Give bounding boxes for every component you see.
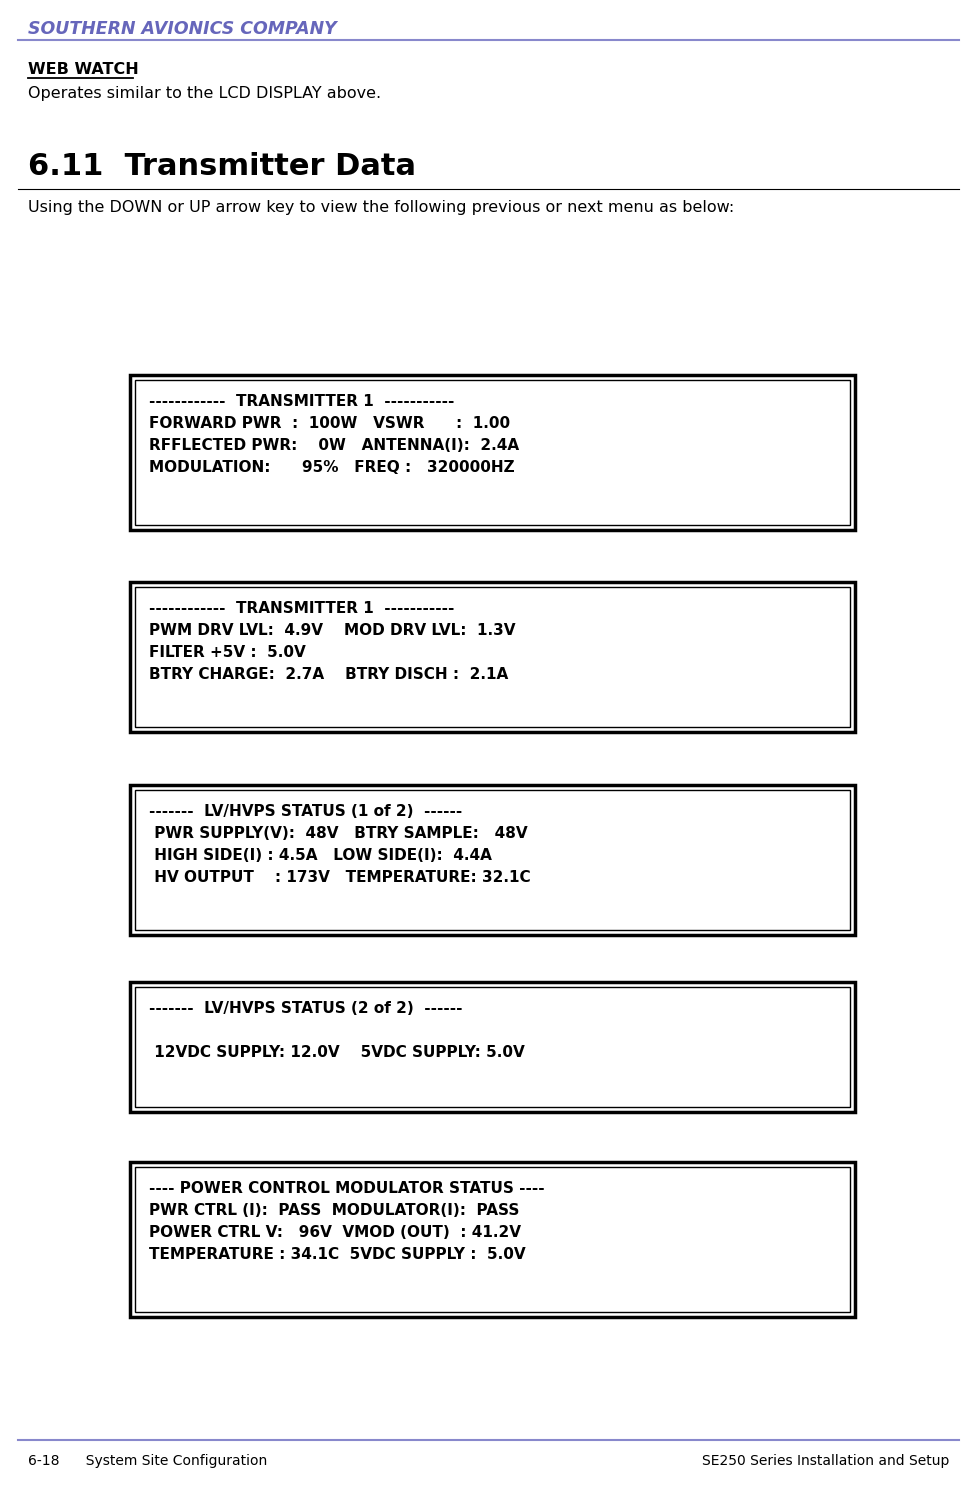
FancyBboxPatch shape [135, 789, 850, 930]
FancyBboxPatch shape [135, 1167, 850, 1311]
Text: POWER CTRL V:   96V  VMOD (OUT)  : 41.2V: POWER CTRL V: 96V VMOD (OUT) : 41.2V [149, 1225, 521, 1240]
FancyBboxPatch shape [130, 374, 855, 530]
Text: SOUTHERN AVIONICS COMPANY: SOUTHERN AVIONICS COMPANY [28, 19, 337, 37]
Text: 12VDC SUPPLY: 12.0V    5VDC SUPPLY: 5.0V: 12VDC SUPPLY: 12.0V 5VDC SUPPLY: 5.0V [149, 1044, 525, 1059]
Text: PWM DRV LVL:  4.9V    MOD DRV LVL:  1.3V: PWM DRV LVL: 4.9V MOD DRV LVL: 1.3V [149, 624, 516, 639]
FancyBboxPatch shape [135, 988, 850, 1107]
FancyBboxPatch shape [130, 1162, 855, 1317]
Text: PWR SUPPLY(V):  48V   BTRY SAMPLE:   48V: PWR SUPPLY(V): 48V BTRY SAMPLE: 48V [149, 827, 528, 841]
Text: Operates similar to the LCD DISPLAY above.: Operates similar to the LCD DISPLAY abov… [28, 87, 381, 101]
Text: RFFLECTED PWR:    0W   ANTENNA(I):  2.4A: RFFLECTED PWR: 0W ANTENNA(I): 2.4A [149, 439, 519, 454]
Text: ------------  TRANSMITTER 1  -----------: ------------ TRANSMITTER 1 ----------- [149, 601, 454, 616]
FancyBboxPatch shape [135, 380, 850, 525]
Text: PWR CTRL (I):  PASS  MODULATOR(I):  PASS: PWR CTRL (I): PASS MODULATOR(I): PASS [149, 1203, 520, 1217]
Text: HV OUTPUT    : 173V   TEMPERATURE: 32.1C: HV OUTPUT : 173V TEMPERATURE: 32.1C [149, 870, 531, 885]
Text: HIGH SIDE(I) : 4.5A   LOW SIDE(I):  4.4A: HIGH SIDE(I) : 4.5A LOW SIDE(I): 4.4A [149, 847, 491, 862]
Text: Using the DOWN or UP arrow key to view the following previous or next menu as be: Using the DOWN or UP arrow key to view t… [28, 200, 735, 215]
FancyBboxPatch shape [130, 785, 855, 935]
Text: ---- POWER CONTROL MODULATOR STATUS ----: ---- POWER CONTROL MODULATOR STATUS ---- [149, 1182, 544, 1197]
Text: 6.11  Transmitter Data: 6.11 Transmitter Data [28, 152, 416, 181]
Text: FORWARD PWR  :  100W   VSWR      :  1.00: FORWARD PWR : 100W VSWR : 1.00 [149, 416, 510, 431]
FancyBboxPatch shape [130, 982, 855, 1112]
Text: BTRY CHARGE:  2.7A    BTRY DISCH :  2.1A: BTRY CHARGE: 2.7A BTRY DISCH : 2.1A [149, 667, 508, 682]
Text: MODULATION:      95%   FREQ :   320000HZ: MODULATION: 95% FREQ : 320000HZ [149, 460, 515, 474]
Text: ------------  TRANSMITTER 1  -----------: ------------ TRANSMITTER 1 ----------- [149, 394, 454, 409]
FancyBboxPatch shape [130, 582, 855, 733]
Text: FILTER +5V :  5.0V: FILTER +5V : 5.0V [149, 645, 306, 659]
Text: -------  LV/HVPS STATUS (2 of 2)  ------: ------- LV/HVPS STATUS (2 of 2) ------ [149, 1001, 462, 1016]
Text: -------  LV/HVPS STATUS (1 of 2)  ------: ------- LV/HVPS STATUS (1 of 2) ------ [149, 804, 462, 819]
Text: WEB WATCH: WEB WATCH [28, 63, 139, 78]
Text: TEMPERATURE : 34.1C  5VDC SUPPLY :  5.0V: TEMPERATURE : 34.1C 5VDC SUPPLY : 5.0V [149, 1247, 526, 1262]
Text: SE250 Series Installation and Setup: SE250 Series Installation and Setup [701, 1455, 949, 1468]
FancyBboxPatch shape [135, 586, 850, 727]
Text: 6-18      System Site Configuration: 6-18 System Site Configuration [28, 1455, 268, 1468]
